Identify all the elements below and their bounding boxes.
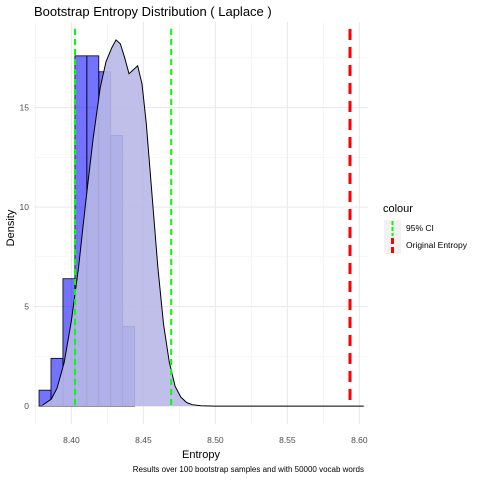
y-tick-label: 15 <box>20 103 30 113</box>
x-axis-ticks: 8.40 8.45 8.50 8.55 8.60 <box>63 435 368 445</box>
x-tick-label: 8.55 <box>279 435 296 445</box>
y-tick-label: 5 <box>24 302 29 312</box>
x-tick-label: 8.40 <box>63 435 80 445</box>
legend-label: Original Entropy <box>406 240 468 250</box>
chart-title: Bootstrap Entropy Distribution ( Laplace… <box>34 4 272 19</box>
y-axis-ticks: 0 5 10 15 <box>20 103 30 412</box>
legend-key <box>384 237 401 254</box>
y-tick-label: 10 <box>20 202 30 212</box>
x-tick-label: 8.60 <box>351 435 368 445</box>
density-area <box>42 39 364 407</box>
legend: colour 95% CI Original Entropy <box>383 203 468 254</box>
legend-label: 95% CI <box>406 223 434 233</box>
legend-title: colour <box>383 203 413 215</box>
x-tick-label: 8.45 <box>135 435 152 445</box>
x-axis-title: Entropy <box>182 449 220 461</box>
x-tick-label: 8.50 <box>207 435 224 445</box>
density-curve <box>42 39 364 407</box>
y-axis-title: Density <box>5 209 17 246</box>
density-line <box>42 39 364 407</box>
chart-caption: Results over 100 bootstrap samples and w… <box>133 465 364 474</box>
y-tick-label: 0 <box>24 401 29 411</box>
reference-lines <box>74 29 352 407</box>
